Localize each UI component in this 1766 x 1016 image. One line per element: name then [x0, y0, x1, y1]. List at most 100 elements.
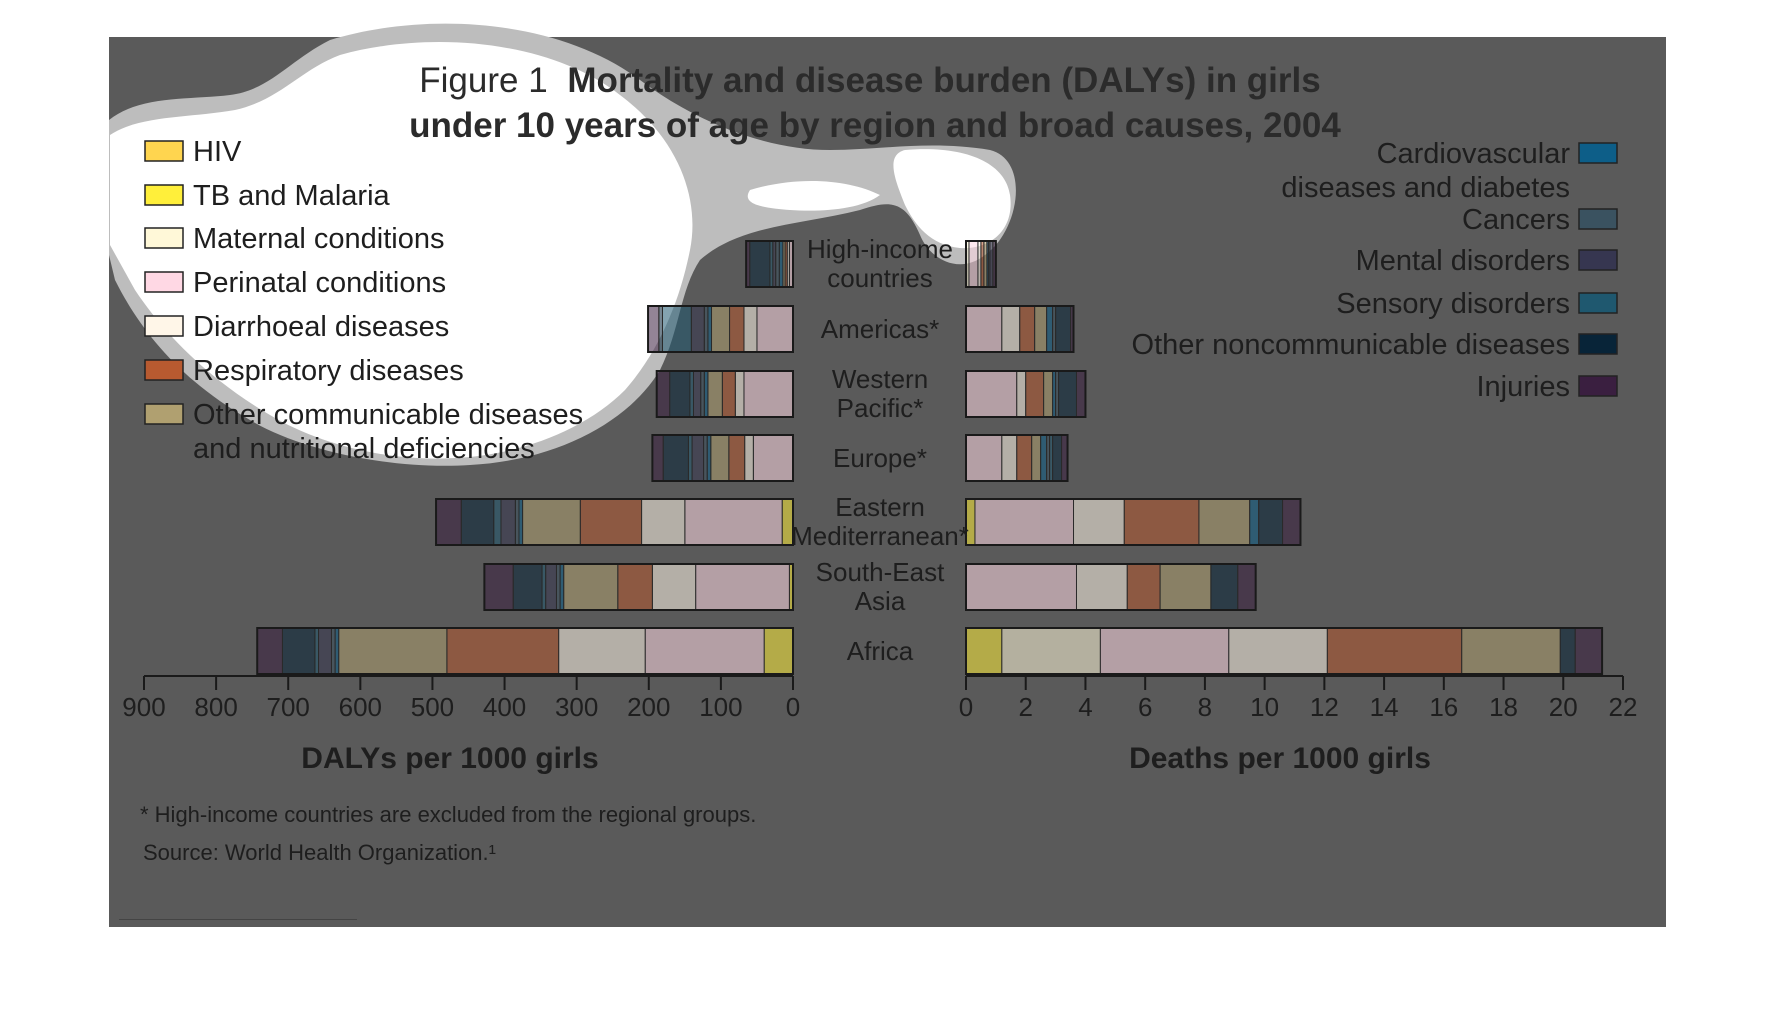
legend-label-maternal: Maternal conditions — [193, 223, 444, 255]
bar-deaths-western-pacific-diarrhoeal — [1016, 370, 1027, 418]
bar-dalys-europe-cardio — [706, 434, 712, 482]
x-axis-label-deaths: Deaths per 1000 girls — [1129, 742, 1431, 775]
legend-label-diarrhoeal: Diarrhoeal diseases — [193, 311, 449, 343]
legend-swatch-othernc — [1578, 333, 1618, 355]
bar-deaths-eastern-mediterranean-injuries — [1282, 498, 1301, 546]
bar-deaths-eastern-mediterranean-cardio — [1249, 498, 1260, 546]
bar-dalys-eastern-mediterranean-perinatal — [684, 498, 783, 546]
bar-outline-dalys-south-east-asia — [483, 563, 794, 611]
bar-dalys-western-pacific-othernc — [669, 370, 691, 418]
region-labels: High-income countries Americas* Western Paci… — [791, 234, 969, 666]
region-label-africa: Africa — [847, 636, 914, 666]
bar-deaths-americas-perinatal — [965, 305, 1003, 353]
bar-deaths-western-pacific-injuries — [1075, 370, 1086, 418]
bar-dalys-high-income-countries-cardio — [778, 240, 784, 288]
bar-deaths-africa-diarrhoeal — [1228, 627, 1328, 675]
bar-deaths-europe-othernc — [1052, 434, 1063, 482]
bar-dalys-western-pacific-diarrhoeal — [734, 370, 745, 418]
bar-deaths-europe-respiratory — [1016, 434, 1033, 482]
bar-dalys-western-pacific-othercomm — [707, 370, 723, 418]
chart-title-line2: under 10 years of age by region and broa… — [409, 106, 1341, 145]
bar-deaths-europe-othercomm — [1031, 434, 1042, 482]
overlay-blob — [109, 23, 1016, 466]
legend-swatch-perinatal — [144, 271, 184, 293]
bar-deaths-europe-perinatal — [965, 434, 1003, 482]
bar-deaths-eastern-mediterranean-diarrhoeal — [1073, 498, 1125, 546]
bar-deaths-south-east-asia-injuries — [1237, 563, 1257, 611]
bar-dalys-europe-perinatal — [752, 434, 794, 482]
bar-dalys-americas-othernc — [658, 305, 663, 353]
bar-dalys-europe-diarrhoeal — [744, 434, 754, 482]
bar-deaths-africa-tb — [965, 627, 1003, 675]
x-tick-label-dalys-500: 500 — [411, 692, 454, 722]
bar-dalys-south-east-asia-sensory — [541, 563, 547, 611]
region-label-americas: Americas* — [821, 314, 939, 344]
bar-dalys-south-east-asia-respiratory — [617, 563, 653, 611]
legend-label-othercomm: Other communicable diseases — [193, 399, 583, 431]
bar-dalys-high-income-countries-cancers — [775, 240, 780, 288]
bar-dalys-europe-respiratory — [728, 434, 746, 482]
legend-swatch-injuries — [1578, 375, 1618, 397]
bar-deaths-africa-maternal — [1001, 627, 1101, 675]
bar-dalys-eastern-mediterranean-mental — [500, 498, 516, 546]
bar-outline-deaths-south-east-asia — [965, 563, 1257, 611]
region-label-europe: Europe* — [833, 443, 927, 473]
bar-dalys-americas-othercomm — [711, 305, 731, 353]
bar-dalys-western-pacific-respiratory — [721, 370, 736, 418]
chart-title-prefix: Figure 1 — [419, 61, 547, 100]
legend-label-othernc: Other noncommunicable diseases — [1132, 329, 1570, 361]
bar-dalys-western-pacific-perinatal — [743, 370, 794, 418]
bar-outline-dalys-western-pacific — [655, 370, 795, 418]
bar-dalys-americas-respiratory — [729, 305, 745, 353]
bar-outline-deaths-western-pacific — [965, 370, 1087, 418]
x-tick-label-deaths-22: 22 — [1609, 692, 1638, 722]
region-label-eastern-mediterranean: Eastern Mediterranean* — [791, 492, 969, 551]
bar-deaths-south-east-asia-perinatal — [965, 563, 1077, 611]
bar-deaths-africa-injuries — [1574, 627, 1603, 675]
bar-deaths-europe-cardio — [1040, 434, 1048, 482]
bar-outline-dalys-europe — [651, 434, 795, 482]
bar-dalys-africa-othernc — [281, 627, 316, 675]
bar-deaths-americas-othernc — [1055, 305, 1072, 353]
x-tick-label-deaths-12: 12 — [1310, 692, 1339, 722]
bar-deaths-africa-othernc — [1559, 627, 1576, 675]
legend-swatch-othercomm — [144, 403, 184, 425]
x-tick-label-dalys-800: 800 — [194, 692, 237, 722]
legend-label-cancers: Cancers — [1462, 204, 1570, 236]
x-tick-label-dalys-100: 100 — [699, 692, 742, 722]
x-tick-label-deaths-0: 0 — [959, 692, 973, 722]
axes: 900 800 700 600 500 400 300 200 100 0 0 2 4 6 8 10 12 14 1… — [122, 675, 1638, 722]
bar-outline-dalys-americas — [647, 305, 794, 353]
legend-label-sensory: Sensory disorders — [1336, 288, 1570, 320]
bar-deaths-eastern-mediterranean-othernc — [1258, 498, 1284, 546]
bar-deaths-western-pacific-othernc — [1058, 370, 1077, 418]
bar-dalys-south-east-asia-othercomm — [563, 563, 619, 611]
legend-label-mental: Mental disorders — [1356, 245, 1570, 277]
bar-dalys-eastern-mediterranean-respiratory — [579, 498, 643, 546]
bar-dalys-high-income-countries-othernc — [749, 240, 771, 288]
bar-dalys-eastern-mediterranean-sensory — [493, 498, 502, 546]
x-tick-label-dalys-700: 700 — [267, 692, 310, 722]
bar-deaths-africa-perinatal — [1099, 627, 1230, 675]
bar-dalys-europe-othercomm — [710, 434, 730, 482]
x-tick-label-deaths-6: 6 — [1138, 692, 1152, 722]
bar-dalys-western-pacific-cancers — [700, 370, 705, 418]
x-tick-label-dalys-600: 600 — [339, 692, 382, 722]
bar-dalys-western-pacific-sensory — [689, 370, 694, 418]
bar-dalys-south-east-asia-othernc — [512, 563, 543, 611]
bar-dalys-eastern-mediterranean-othercomm — [522, 498, 581, 546]
x-tick-label-deaths-8: 8 — [1198, 692, 1212, 722]
bar-deaths-high-income-countries-perinatal — [968, 240, 979, 288]
bar-dalys-europe-mental — [691, 434, 705, 482]
bar-deaths-western-pacific-respiratory — [1025, 370, 1045, 418]
bar-dalys-americas-mental — [690, 305, 705, 353]
region-label-south-east-asia: South-East Asia — [816, 557, 945, 616]
bar-dalys-eastern-mediterranean-cardio — [518, 498, 524, 546]
legend-label-injuries: Injuries — [1477, 371, 1571, 403]
bar-outline-deaths-eastern-mediterranean — [965, 498, 1302, 546]
bar-dalys-south-east-asia-injuries — [483, 563, 514, 611]
bar-outline-deaths-high-income-countries — [965, 240, 997, 288]
bar-deaths-western-pacific-perinatal — [965, 370, 1018, 418]
